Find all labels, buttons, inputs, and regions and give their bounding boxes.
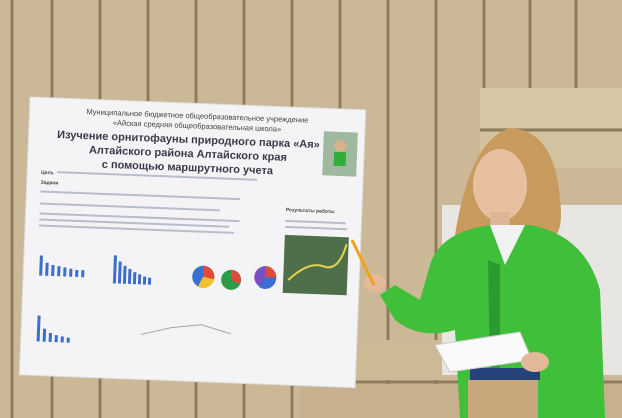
bar-charts (36, 255, 152, 343)
person (350, 128, 605, 418)
section-heading: Задачи (41, 180, 59, 187)
line-chart (140, 324, 232, 335)
pie-charts (192, 265, 277, 290)
trousers (468, 380, 538, 418)
text-lines (39, 171, 348, 234)
belt (470, 368, 540, 380)
section-heading: Цель (41, 170, 54, 176)
face (473, 149, 527, 221)
poster: Муниципальное бюджетное общеобразователь… (18, 96, 367, 389)
pointer (350, 239, 376, 286)
poster-sheet (18, 96, 367, 389)
section-heading: Результаты работы (286, 206, 335, 215)
hand (364, 274, 386, 292)
